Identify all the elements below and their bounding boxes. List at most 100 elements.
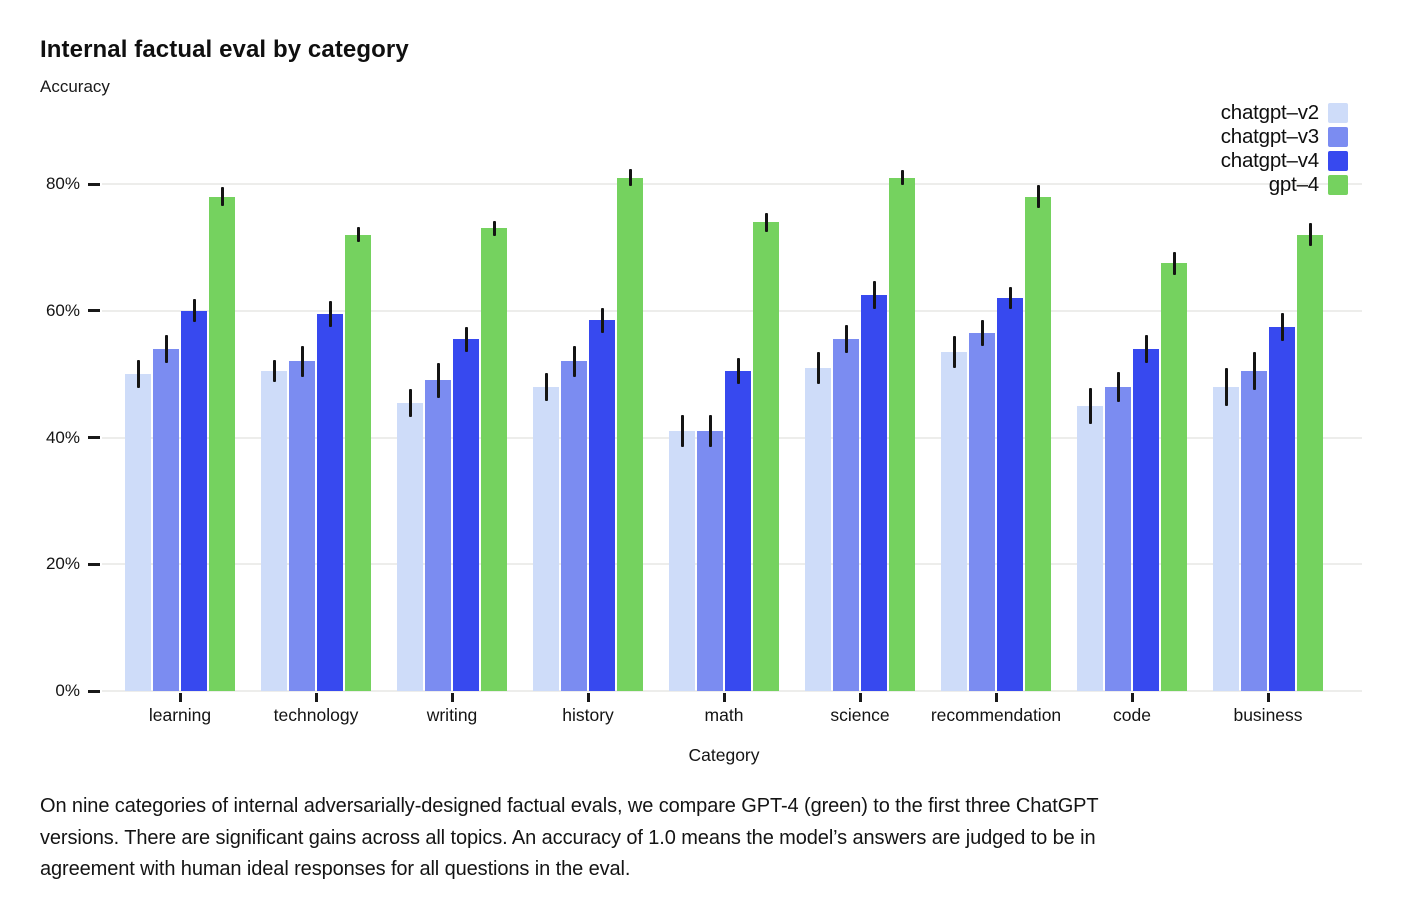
bar-gpt-4-learning bbox=[209, 196, 235, 691]
bar-chatgpt-v2-history bbox=[533, 386, 559, 691]
bar-chatgpt-v3-recommendation bbox=[969, 332, 995, 691]
error-bar-chatgpt-v2-technology bbox=[272, 359, 276, 383]
x-axis-tick-mark bbox=[314, 693, 318, 702]
legend-label: chatgpt–v3 bbox=[1220, 125, 1320, 148]
error-bar-chatgpt-v4-math bbox=[736, 358, 740, 384]
error-bar-gpt-4-technology bbox=[356, 227, 360, 243]
error-bar-chatgpt-v3-science bbox=[844, 325, 848, 354]
bar-chatgpt-v2-writing bbox=[397, 402, 423, 691]
legend-color-swatch bbox=[1328, 127, 1348, 147]
y-axis-tick-label: 20% bbox=[45, 554, 80, 574]
error-bar-chatgpt-v3-history bbox=[572, 345, 576, 378]
y-axis-tick-mark bbox=[88, 436, 100, 439]
gridline-60% bbox=[102, 309, 1362, 312]
gridline-80% bbox=[102, 183, 1362, 185]
x-axis-tick-mark bbox=[450, 693, 454, 702]
y-axis-tick-label: 60% bbox=[45, 300, 80, 320]
bar-chatgpt-v3-history bbox=[561, 361, 587, 691]
error-bar-chatgpt-v4-recommendation bbox=[1008, 286, 1012, 310]
bar-chatgpt-v3-business bbox=[1241, 370, 1267, 691]
error-bar-gpt-4-recommendation bbox=[1036, 185, 1040, 209]
y-axis-tick-label: 80% bbox=[45, 174, 80, 193]
error-bar-gpt-4-code bbox=[1172, 251, 1176, 275]
bar-gpt-4-code bbox=[1161, 263, 1187, 691]
error-bar-chatgpt-v4-science bbox=[872, 280, 876, 309]
legend-color-swatch bbox=[1328, 151, 1348, 171]
error-bar-chatgpt-v2-learning bbox=[136, 360, 140, 389]
bar-chatgpt-v4-business bbox=[1269, 326, 1295, 691]
bar-chatgpt-v4-math bbox=[725, 370, 751, 691]
bar-chatgpt-v4-technology bbox=[317, 313, 343, 691]
error-bar-gpt-4-learning bbox=[220, 187, 224, 207]
bar-chatgpt-v4-history bbox=[589, 320, 615, 691]
bar-chatgpt-v2-learning bbox=[125, 374, 151, 691]
bar-chatgpt-v2-business bbox=[1213, 386, 1239, 691]
error-bar-chatgpt-v4-business bbox=[1280, 312, 1284, 341]
bar-chatgpt-v2-science bbox=[805, 367, 831, 691]
error-bar-gpt-4-math bbox=[764, 212, 768, 232]
x-axis-category-label-writing: writing bbox=[426, 705, 478, 725]
error-bar-chatgpt-v4-technology bbox=[328, 301, 332, 327]
bar-gpt-4-math bbox=[753, 222, 779, 691]
error-bar-chatgpt-v3-writing bbox=[436, 362, 440, 399]
x-axis-category-label-technology: technology bbox=[273, 705, 359, 725]
y-axis-tick-label: 40% bbox=[45, 427, 80, 447]
legend-label: chatgpt–v4 bbox=[1220, 149, 1320, 172]
error-bar-chatgpt-v3-business bbox=[1252, 351, 1256, 390]
y-axis-tick-mark bbox=[88, 562, 100, 566]
error-bar-chatgpt-v2-recommendation bbox=[952, 336, 956, 368]
error-bar-gpt-4-history bbox=[628, 169, 632, 186]
bar-gpt-4-business bbox=[1297, 234, 1323, 691]
error-bar-chatgpt-v2-history bbox=[544, 372, 548, 401]
figure-caption: On nine categories of internal adversari… bbox=[40, 791, 1360, 886]
x-axis-category-label-history: history bbox=[562, 705, 614, 725]
error-bar-chatgpt-v4-writing bbox=[464, 326, 468, 352]
error-bar-chatgpt-v4-code bbox=[1144, 334, 1148, 363]
legend-color-swatch bbox=[1328, 175, 1348, 195]
error-bar-chatgpt-v4-history bbox=[600, 307, 604, 333]
x-axis-category-label-learning: learning bbox=[148, 705, 212, 725]
caption-line: versions. There are significant gains ac… bbox=[40, 826, 1096, 849]
y-axis-tick-mark bbox=[88, 689, 100, 693]
error-bar-chatgpt-v2-science bbox=[816, 351, 820, 384]
legend-label: chatgpt–v2 bbox=[1220, 101, 1320, 124]
error-bar-chatgpt-v3-recommendation bbox=[980, 320, 984, 346]
x-axis-tick-mark bbox=[994, 693, 998, 702]
bar-chatgpt-v4-recommendation bbox=[997, 298, 1023, 691]
bar-chatgpt-v2-code bbox=[1077, 405, 1103, 691]
x-axis-tick-mark bbox=[858, 693, 862, 702]
x-axis-category-label-code: code bbox=[1113, 705, 1151, 725]
bar-gpt-4-history bbox=[617, 177, 643, 691]
bar-chatgpt-v2-math bbox=[669, 431, 695, 691]
error-bar-chatgpt-v2-writing bbox=[408, 388, 412, 417]
legend-item-chatgpt-v4: chatgpt–v4 bbox=[1221, 149, 1348, 173]
bar-chatgpt-v2-recommendation bbox=[941, 351, 967, 691]
legend-color-swatch bbox=[1328, 103, 1348, 123]
x-axis-tick-mark bbox=[722, 693, 726, 702]
bar-chatgpt-v3-learning bbox=[153, 348, 179, 691]
error-bar-chatgpt-v4-learning bbox=[192, 299, 196, 323]
bar-chatgpt-v4-science bbox=[861, 294, 887, 691]
error-bar-chatgpt-v2-code bbox=[1088, 388, 1092, 424]
bar-chatgpt-v2-technology bbox=[261, 370, 287, 691]
x-axis-tick-mark bbox=[178, 693, 182, 702]
legend-item-gpt-4: gpt–4 bbox=[1221, 173, 1348, 197]
x-axis-tick-mark bbox=[586, 693, 590, 702]
bar-chatgpt-v4-learning bbox=[181, 310, 207, 691]
legend-item-chatgpt-v2: chatgpt–v2 bbox=[1221, 101, 1348, 125]
y-axis-title: Accuracy bbox=[40, 77, 110, 96]
x-axis-category-label-science: science bbox=[830, 705, 890, 725]
error-bar-chatgpt-v3-technology bbox=[300, 345, 304, 378]
error-bar-chatgpt-v2-business bbox=[1224, 367, 1228, 406]
error-bar-gpt-4-science bbox=[900, 170, 904, 186]
bar-chatgpt-v3-writing bbox=[425, 380, 451, 691]
y-axis-tick-label: 0% bbox=[55, 681, 80, 700]
error-bar-chatgpt-v2-math bbox=[680, 415, 684, 447]
error-bar-chatgpt-v3-code bbox=[1116, 371, 1120, 402]
y-axis-tick-mark bbox=[88, 309, 100, 313]
error-bar-chatgpt-v3-learning bbox=[164, 334, 168, 363]
bar-chatgpt-v3-code bbox=[1105, 386, 1131, 691]
error-bar-chatgpt-v3-math bbox=[708, 415, 712, 447]
error-bar-gpt-4-writing bbox=[492, 220, 496, 236]
